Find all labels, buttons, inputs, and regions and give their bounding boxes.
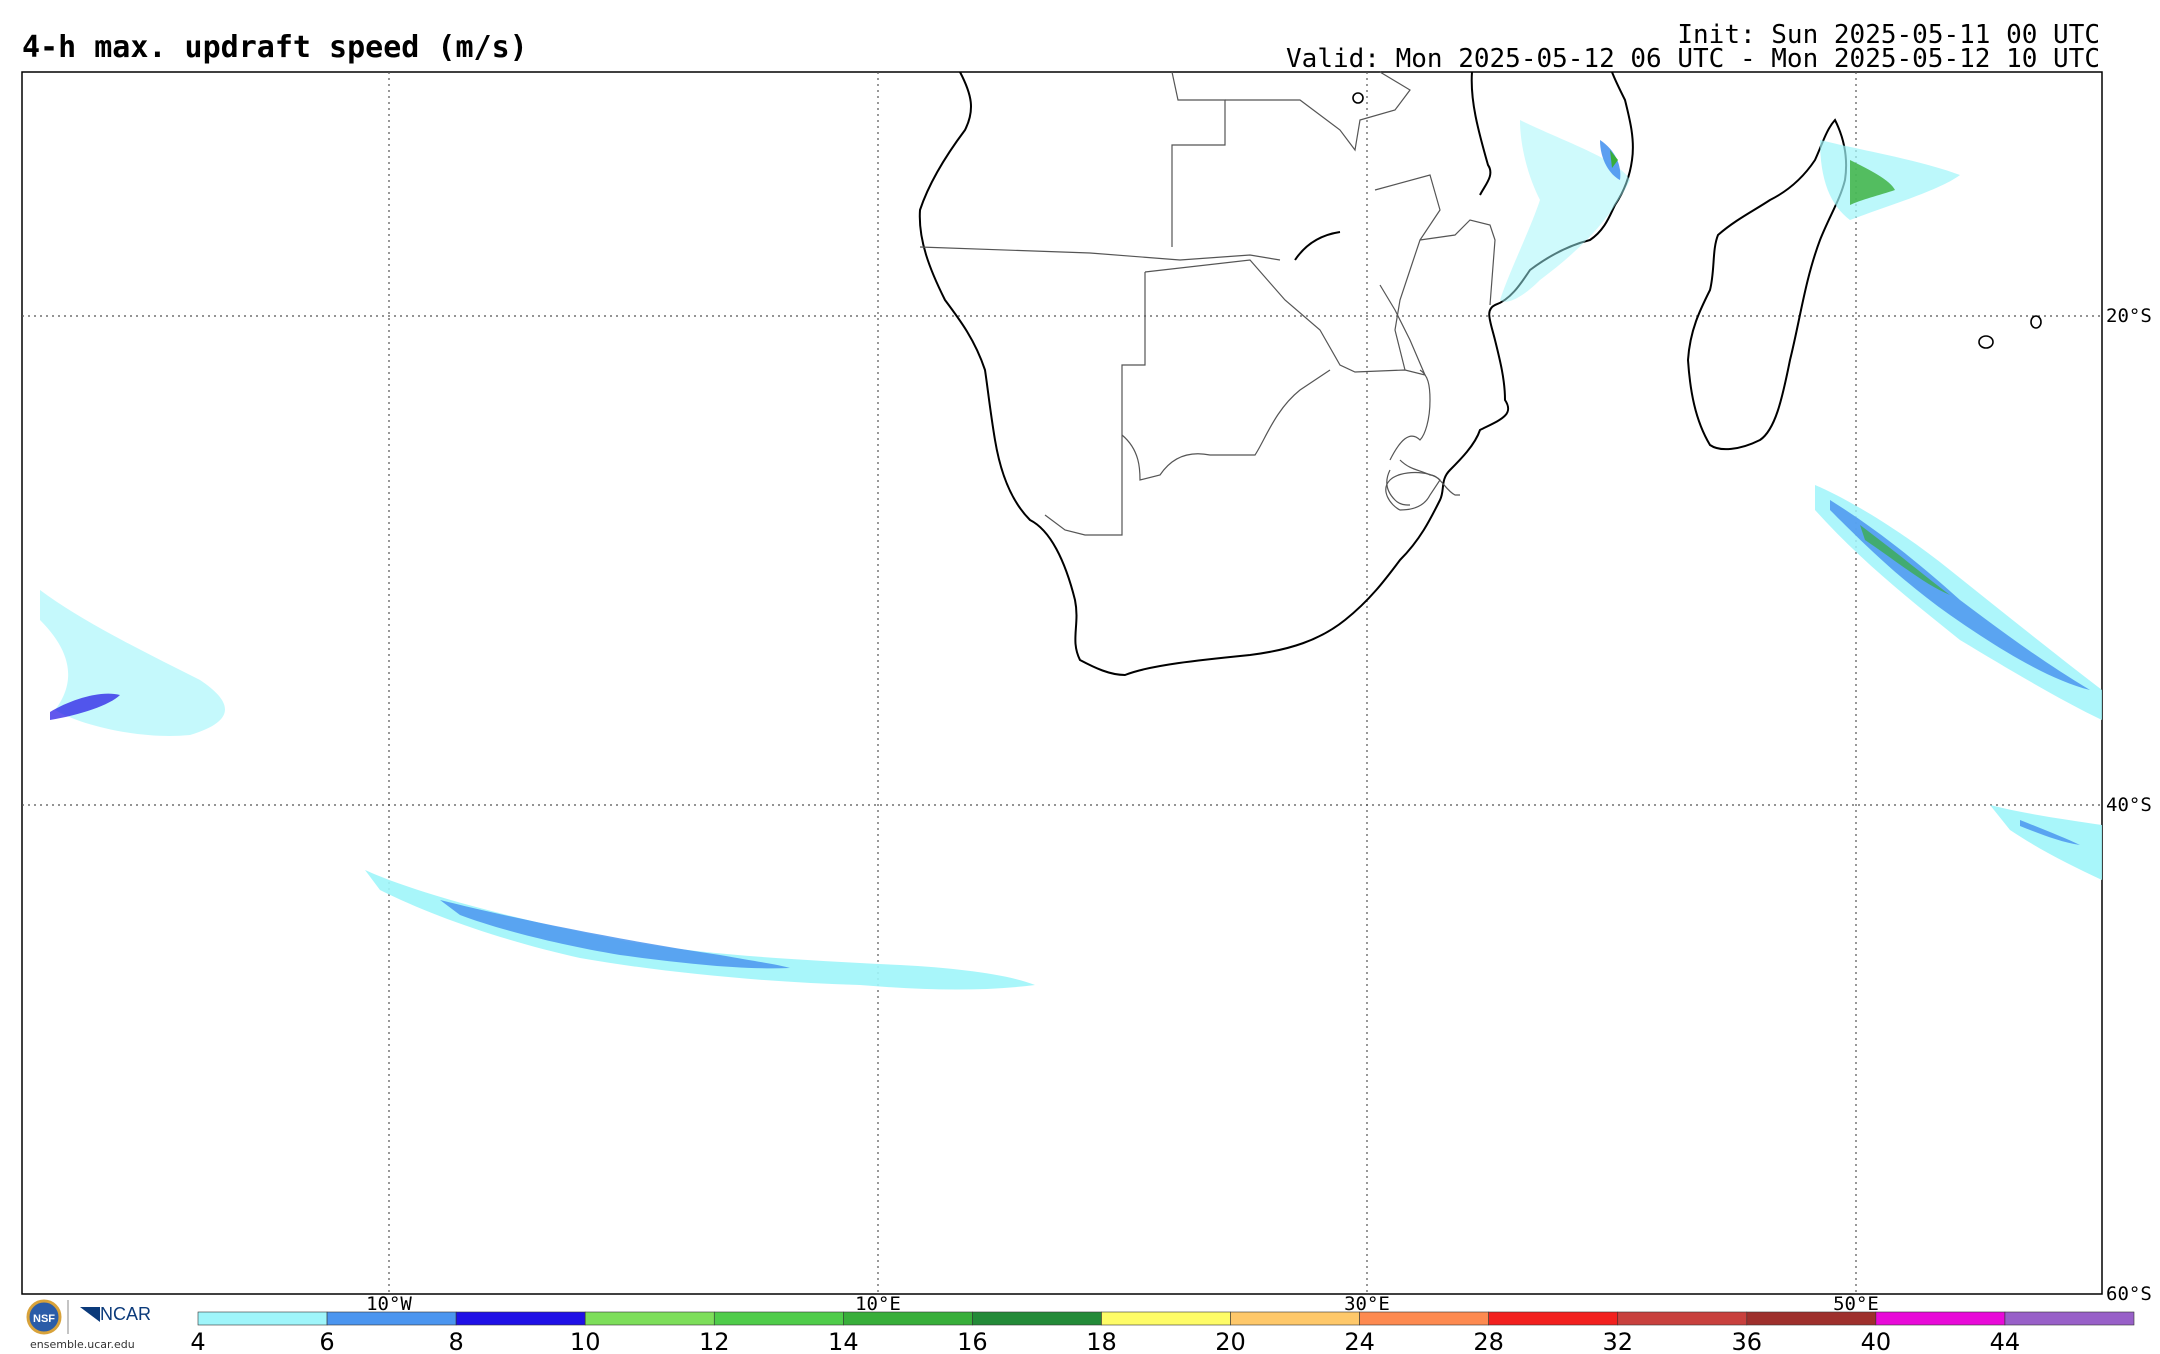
colorbar-swatch <box>2004 1311 2135 1326</box>
lake-kariba <box>1294 231 1341 261</box>
madagascar-coastline <box>1686 118 1848 451</box>
colorbar-tick-label: 4 <box>190 1328 205 1354</box>
lon-label-30e: 30°E <box>1344 1293 1390 1315</box>
colorbar-tick-label: 12 <box>699 1328 730 1354</box>
lat-label-60s: 60°S <box>2106 1283 2152 1305</box>
country-borders <box>919 71 1496 536</box>
colorbar-swatch <box>197 1311 328 1326</box>
colorbar-tick-label: 14 <box>828 1328 859 1354</box>
colorbar-swatch <box>1230 1311 1360 1326</box>
colorbar-swatch <box>584 1311 715 1326</box>
lon-label-10w: 10°W <box>366 1293 412 1315</box>
colorbar-swatch <box>1488 1311 1619 1326</box>
lesotho-border <box>1385 471 1441 511</box>
colorbar-tick-label: 44 <box>1990 1328 2021 1354</box>
lon-label-50e: 50°E <box>1833 1293 1879 1315</box>
colorbar-tick-label: 20 <box>1215 1328 1246 1354</box>
colorbar-tick-label: 40 <box>1861 1328 1892 1354</box>
colorbar-swatch <box>326 1311 457 1326</box>
lat-label-40s: 40°S <box>2106 794 2152 816</box>
mauritius-island <box>2030 315 2042 329</box>
nsf-logo: NSF <box>26 1299 62 1335</box>
ncar-logo-text: NCAR <box>100 1304 152 1324</box>
colorbar: 4 6 8 10 12 14 16 18 20 24 28 32 36 40 44 <box>190 1311 2135 1354</box>
colorbar-swatch <box>972 1311 1102 1326</box>
colorbar-swatch <box>1617 1311 1748 1326</box>
init-time: Init: Sun 2025-05-11 00 UTC <box>1677 20 2100 50</box>
lake-island <box>1352 92 1364 104</box>
updraft-field <box>40 120 2102 990</box>
ncar-logo-icon <box>80 1307 100 1322</box>
colorbar-swatch <box>1101 1311 1231 1326</box>
colorbar-tick-label: 8 <box>448 1328 463 1354</box>
colorbar-tick-label: 16 <box>957 1328 988 1354</box>
svg-text:NSF: NSF <box>33 1313 55 1325</box>
colorbar-swatch <box>843 1311 973 1326</box>
colorbar-tick-label: 6 <box>319 1328 334 1354</box>
graticule <box>22 72 2102 1294</box>
colorbar-swatch <box>1746 1311 1877 1326</box>
colorbar-swatch <box>1359 1311 1489 1326</box>
lake-malawi <box>1470 71 1492 196</box>
map-title: 4-h max. updraft speed (m/s) <box>22 30 528 65</box>
colorbar-tick-label: 24 <box>1344 1328 1375 1354</box>
colorbar-swatch <box>455 1311 586 1326</box>
colorbar-tick-label: 32 <box>1602 1328 1633 1354</box>
colorbar-tick-label: 10 <box>570 1328 601 1354</box>
valid-time: Valid: Mon 2025-05-12 06 UTC - Mon 2025-… <box>1286 44 2100 74</box>
colorbar-tick-label: 18 <box>1086 1328 1117 1354</box>
colorbar-tick-label: 28 <box>1473 1328 1504 1354</box>
colorbar-swatch <box>713 1311 844 1326</box>
lat-label-20s: 20°S <box>2106 305 2152 327</box>
colorbar-tick-label: 36 <box>1732 1328 1763 1354</box>
credits-url: ensemble.ucar.edu <box>30 1338 135 1351</box>
lon-label-10e: 10°E <box>855 1293 901 1315</box>
map-frame <box>21 71 2103 1295</box>
reunion-island <box>1978 335 1994 349</box>
colorbar-swatch <box>1875 1311 2006 1326</box>
